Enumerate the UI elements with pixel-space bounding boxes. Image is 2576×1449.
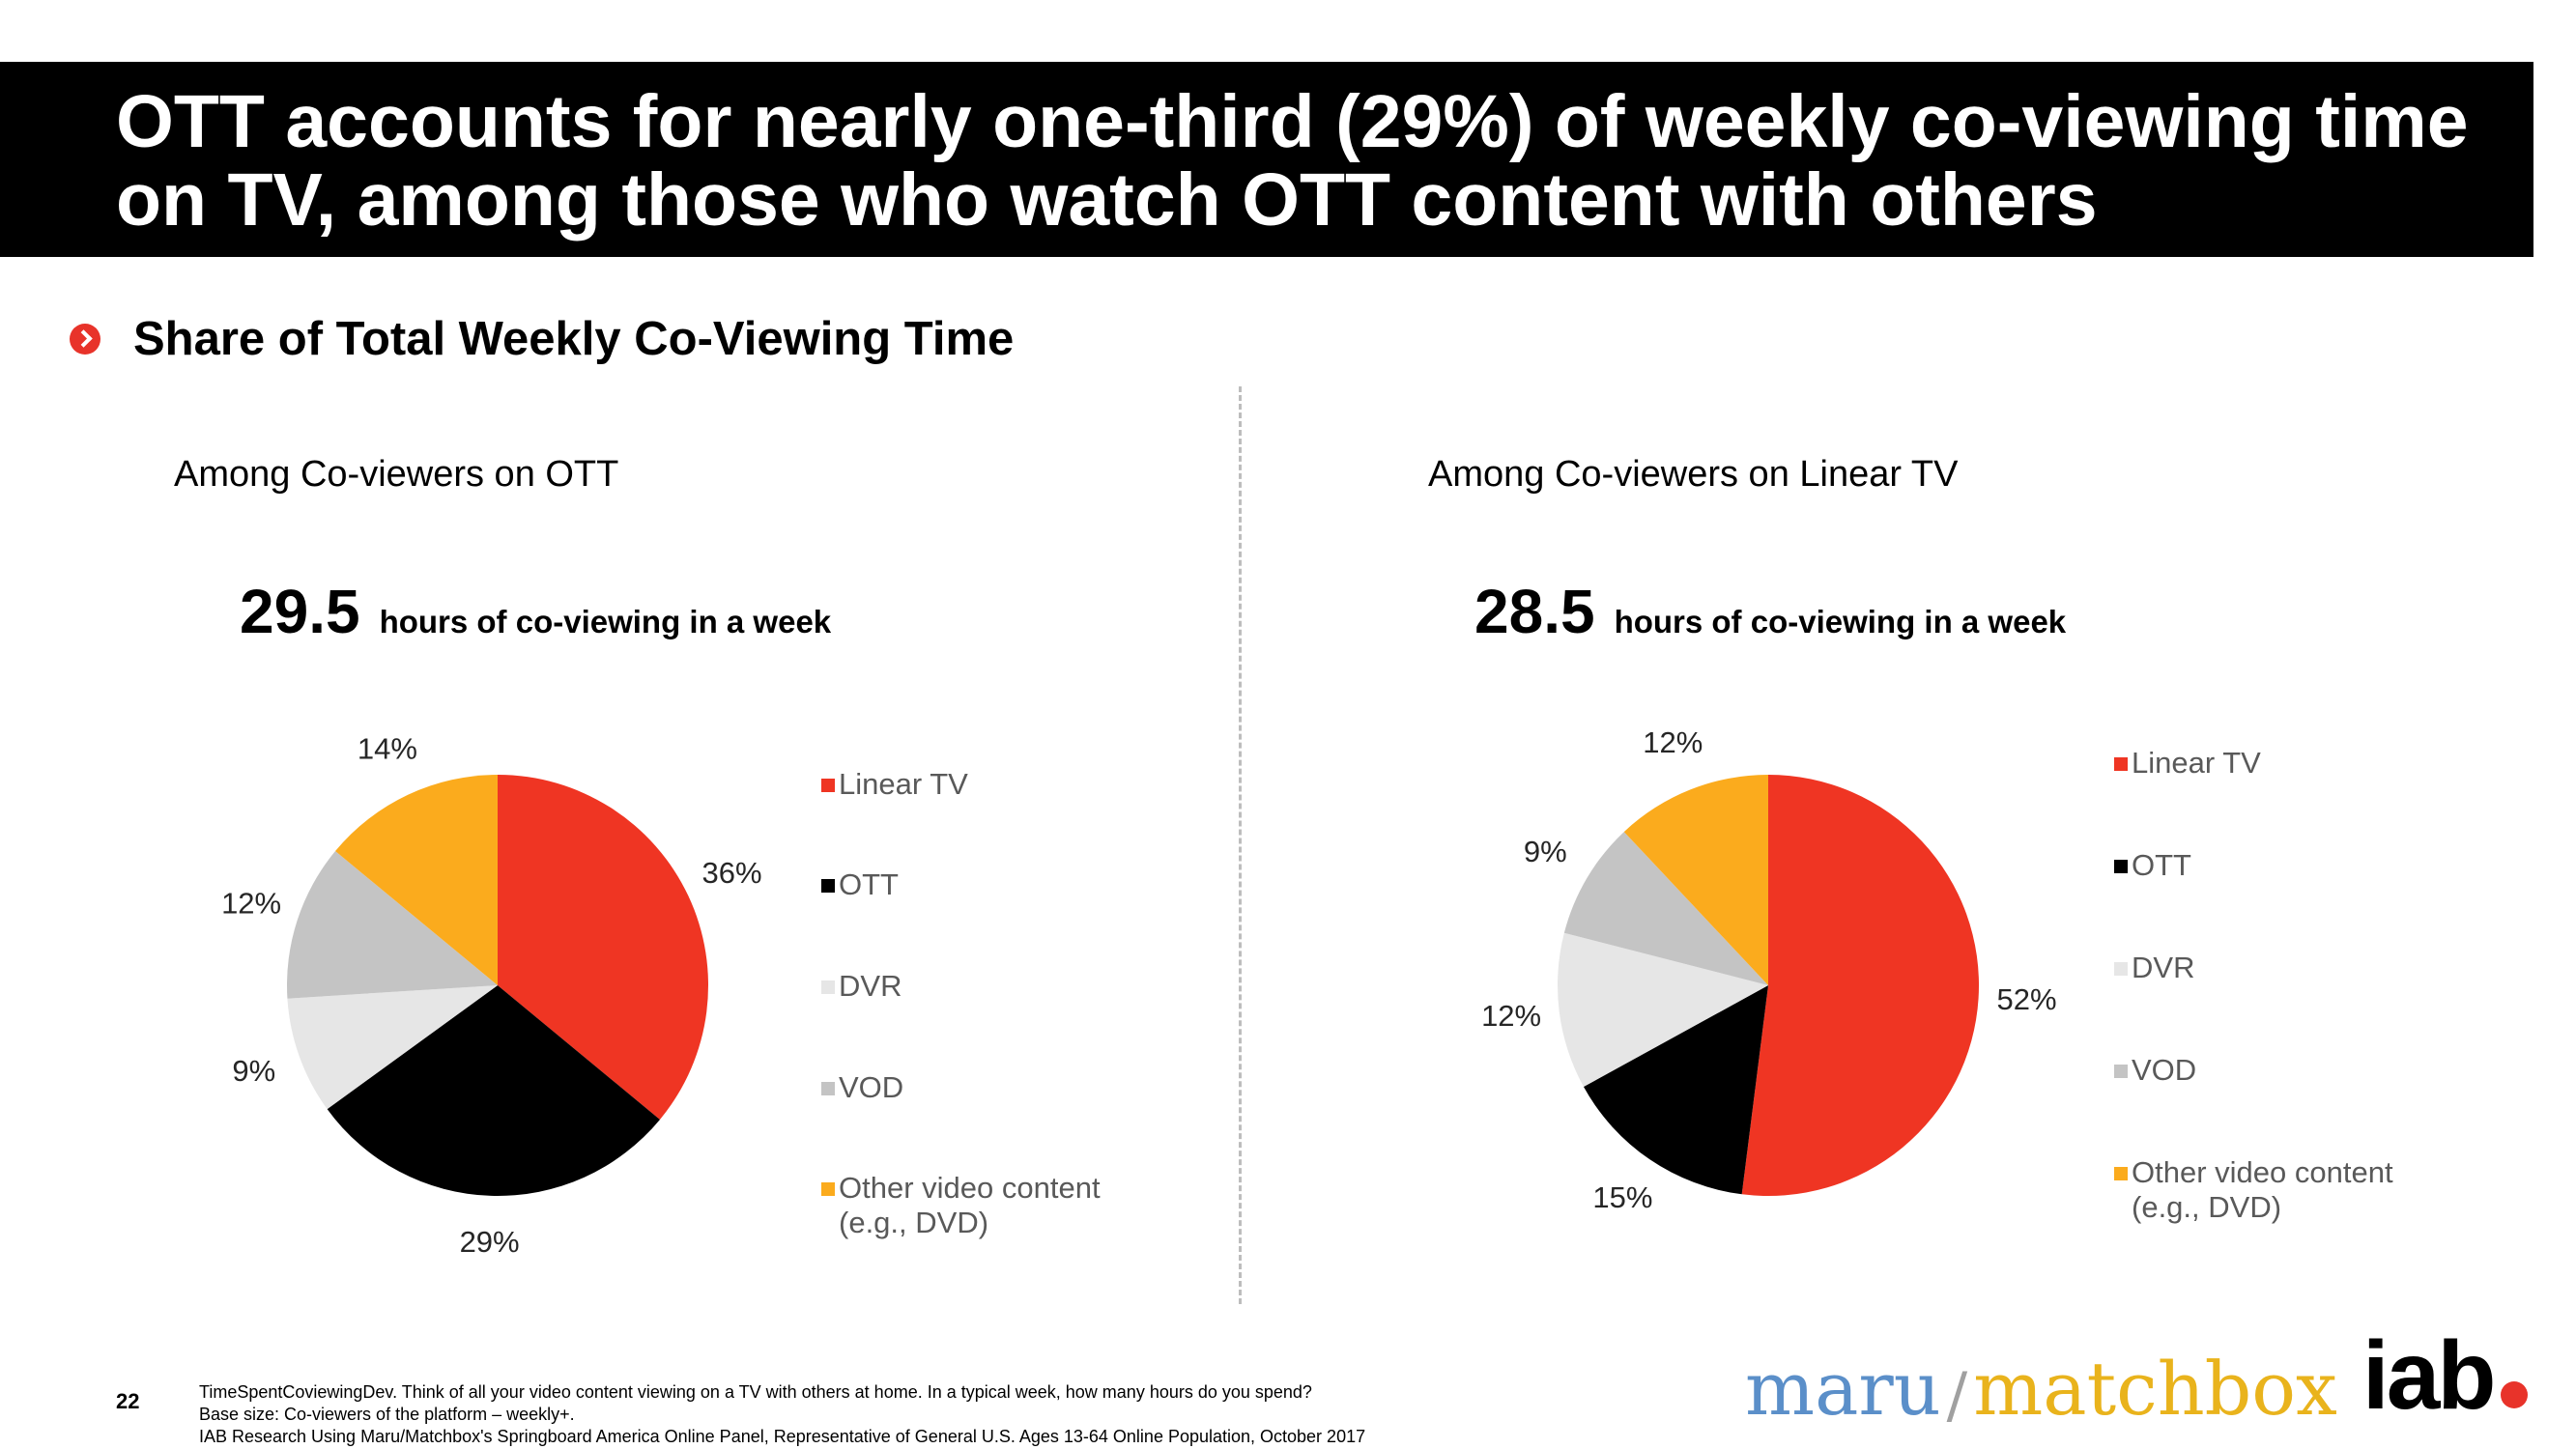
chevron-bullet-icon <box>70 324 100 355</box>
data-label-ott: 29% <box>460 1225 520 1259</box>
legend-label: OTT <box>839 867 899 901</box>
legend-item-linear-tv: Linear TV <box>821 767 968 802</box>
hours-value-ott: 29.5 <box>240 577 360 646</box>
legend-label: Other video content <box>2132 1155 2393 1189</box>
hours-ott: 29.5 hours of co-viewing in a week <box>240 576 831 647</box>
logos: maru / matchbox iab <box>1745 1316 2529 1432</box>
legend-label: Linear TV <box>839 767 968 801</box>
legend-label: Linear TV <box>2132 746 2261 780</box>
pie-slice-ott <box>327 985 660 1197</box>
footnote-source: IAB Research Using Maru/Matchbox's Sprin… <box>199 1427 1366 1446</box>
iab-logo: iab <box>2361 1321 2529 1432</box>
page-number: 22 <box>116 1389 140 1413</box>
legend-label: DVR <box>839 969 902 1003</box>
pie-slice-linear-tv <box>1741 775 1980 1197</box>
pie-slice-other <box>335 775 498 985</box>
hours-value-linear: 28.5 <box>1474 577 1595 646</box>
legend-swatch <box>821 1182 835 1196</box>
legend-label: VOD <box>2132 1053 2197 1087</box>
panel-title-linear: Among Co-viewers on Linear TV <box>1428 454 1959 495</box>
pie-slice-other <box>1623 775 1768 985</box>
pie-slice-dvr <box>1558 932 1768 1088</box>
panel-title-ott: Among Co-viewers on OTT <box>174 454 619 495</box>
legend-label: (e.g., DVD) <box>839 1206 989 1239</box>
legend-swatch <box>821 879 835 893</box>
legend-swatch <box>2114 1065 2128 1078</box>
footnotes: TimeSpentCoviewingDev. Think of all your… <box>199 1381 1365 1448</box>
legend-label-multiline: Other video content (e.g., DVD) <box>839 1171 1101 1240</box>
legend-label: Other video content <box>839 1171 1101 1205</box>
pie-slice-linear-tv <box>498 775 708 1120</box>
maru-logo: maru <box>1745 1346 1941 1432</box>
page-title: OTT accounts for nearly one-third (29%) … <box>116 80 2469 242</box>
legend-item-ott: OTT <box>821 867 899 902</box>
legend-swatch <box>2114 962 2128 976</box>
panel-divider <box>1239 386 1242 1304</box>
legend-item-other: Other video content (e.g., DVD) <box>821 1171 1101 1240</box>
legend-label-multiline: Other video content (e.g., DVD) <box>2132 1155 2393 1225</box>
legend-item-ott: OTT <box>2114 848 2191 883</box>
legend-item-linear-tv: Linear TV <box>2114 746 2261 781</box>
legend-label: (e.g., DVD) <box>2132 1190 2282 1224</box>
data-label-other: 12% <box>1643 725 1703 759</box>
pie-slice-ott <box>1583 985 1768 1195</box>
title-bar: OTT accounts for nearly one-third (29%) … <box>0 62 2533 257</box>
data-label-vod: 12% <box>221 886 281 920</box>
legend-label: VOD <box>839 1070 904 1104</box>
section-subtitle: Share of Total Weekly Co-Viewing Time <box>133 313 1015 365</box>
legend-item-dvr: DVR <box>821 969 902 1004</box>
pie-slice-vod <box>1563 832 1768 985</box>
iab-dot-icon <box>2501 1381 2529 1408</box>
data-label-linear-tv: 52% <box>1996 982 2056 1016</box>
legend-item-vod: VOD <box>2114 1053 2196 1088</box>
subtitle-row: Share of Total Weekly Co-Viewing Time <box>70 305 1014 373</box>
matchbox-logo: matchbox <box>1973 1346 2337 1432</box>
hours-label-linear: hours of co-viewing in a week <box>1614 604 2067 639</box>
legend-swatch <box>2114 757 2128 771</box>
data-label-linear-tv: 36% <box>701 856 761 890</box>
legend-item-vod: VOD <box>821 1070 903 1105</box>
legend-swatch <box>2114 1167 2128 1180</box>
iab-logo-text: iab <box>2361 1321 2496 1430</box>
legend-swatch <box>821 980 835 994</box>
hours-linear: 28.5 hours of co-viewing in a week <box>1474 576 2066 647</box>
legend-swatch <box>821 779 835 792</box>
footnote-question: TimeSpentCoviewingDev. Think of all your… <box>199 1382 1312 1402</box>
legend-swatch <box>2114 860 2128 873</box>
legend-item-dvr: DVR <box>2114 951 2194 985</box>
pie-slice-vod <box>286 851 498 999</box>
legend-swatch <box>821 1082 835 1095</box>
data-label-other: 14% <box>358 732 417 766</box>
logo-slash: / <box>1946 1360 1968 1432</box>
legend-item-other: Other video content (e.g., DVD) <box>2114 1155 2393 1225</box>
data-label-ott: 15% <box>1592 1180 1652 1214</box>
legend-label: OTT <box>2132 848 2191 882</box>
pie-slice-dvr <box>287 985 498 1110</box>
footnote-base: Base size: Co-viewers of the platform – … <box>199 1405 575 1424</box>
data-label-dvr: 12% <box>1481 999 1541 1033</box>
data-label-vod: 9% <box>1524 835 1567 868</box>
hours-label-ott: hours of co-viewing in a week <box>379 604 832 639</box>
data-label-dvr: 9% <box>232 1054 275 1088</box>
legend-label: DVR <box>2132 951 2195 984</box>
